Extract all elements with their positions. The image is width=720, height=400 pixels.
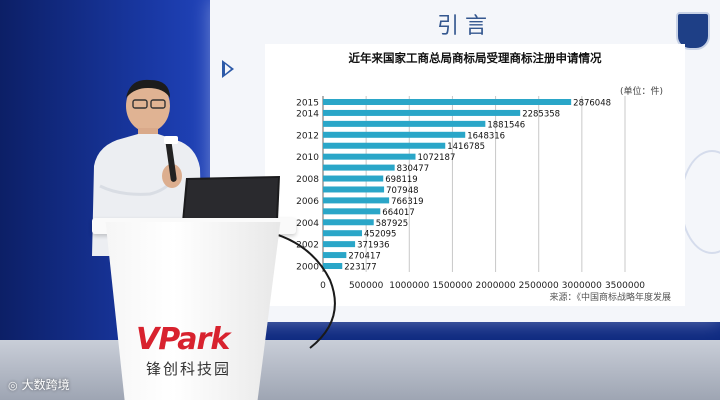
podium-brand-cn: 锋创科技园 xyxy=(146,360,232,378)
bar xyxy=(323,99,572,105)
bar xyxy=(323,263,343,269)
y-tick-label: 2008 xyxy=(296,175,319,185)
laptop xyxy=(182,176,280,222)
slide-title: 引言 xyxy=(436,14,493,39)
slide-arrow-icon xyxy=(222,60,234,78)
data-label: 698119 xyxy=(385,175,417,185)
y-tick-label: 2002 xyxy=(296,241,319,251)
data-label: 830477 xyxy=(397,164,429,174)
bar xyxy=(323,219,374,226)
podium xyxy=(105,222,281,400)
watermark-text: 大数跨境 xyxy=(21,378,70,392)
data-label: 587925 xyxy=(376,219,408,229)
slide-emblem-icon xyxy=(676,12,710,50)
bar xyxy=(323,186,385,193)
bar xyxy=(323,252,347,259)
data-label: 766319 xyxy=(391,197,423,207)
y-tick-label: 2010 xyxy=(296,153,319,163)
microphone-cable xyxy=(259,229,336,349)
bar xyxy=(323,142,446,149)
watermark: ◎ 大数跨境 xyxy=(8,376,70,393)
data-label: 1072187 xyxy=(418,153,456,163)
y-tick-label: 2006 xyxy=(296,197,319,207)
y-tick-label: 2000 xyxy=(296,263,319,273)
bar xyxy=(323,131,466,138)
data-label: 2285358 xyxy=(522,109,560,119)
data-label: 223177 xyxy=(344,263,376,273)
bar xyxy=(323,164,395,171)
data-label: 371936 xyxy=(357,241,389,251)
watermark-logo-icon: ◎ xyxy=(8,379,18,392)
y-tick-label: 2012 xyxy=(296,131,319,141)
data-label: 2876048 xyxy=(573,99,611,109)
x-tick-label: 1500000 xyxy=(432,281,472,291)
bar xyxy=(323,230,363,237)
podium-brand: VPark xyxy=(136,322,230,357)
data-label: 1648316 xyxy=(467,131,505,141)
data-label: 270417 xyxy=(348,252,380,262)
bar xyxy=(323,153,416,160)
x-tick-label: 1000000 xyxy=(389,281,429,291)
x-tick-label: 0 xyxy=(320,281,326,291)
y-tick-label: 2014 xyxy=(296,109,319,119)
data-label: 452095 xyxy=(364,230,396,240)
bar xyxy=(323,175,384,182)
x-tick-label: 2000000 xyxy=(476,281,516,291)
x-tick-label: 2500000 xyxy=(519,281,559,291)
bar xyxy=(323,109,521,116)
x-tick-label: 500000 xyxy=(349,281,384,291)
bar xyxy=(323,197,390,204)
chart-panel: 0 500000 1000000 1500000 2000000 2500000 30000… xyxy=(265,44,685,306)
data-label: 1416785 xyxy=(447,142,485,152)
bar xyxy=(323,208,381,215)
bar xyxy=(323,241,356,248)
bar-chart: 0 500000 1000000 1500000 2000000 2500000 30000… xyxy=(296,96,645,291)
chart-unit: (单位：件) xyxy=(619,87,663,97)
chart-title: 近年来国家工商总局商标局受理商标注册申请情况 xyxy=(348,51,602,65)
stage-floor xyxy=(0,340,720,400)
data-label: 707948 xyxy=(386,186,418,196)
data-label: 1881546 xyxy=(487,120,525,130)
x-tick-label: 3000000 xyxy=(562,281,602,291)
data-label: 664017 xyxy=(382,208,414,218)
y-tick-label: 2004 xyxy=(296,219,319,229)
y-tick-label: 2015 xyxy=(296,99,319,109)
chart-source: 来源：《中国商标战略年度发展 xyxy=(549,293,671,303)
bar xyxy=(323,120,486,127)
x-tick-label: 3500000 xyxy=(605,281,645,291)
